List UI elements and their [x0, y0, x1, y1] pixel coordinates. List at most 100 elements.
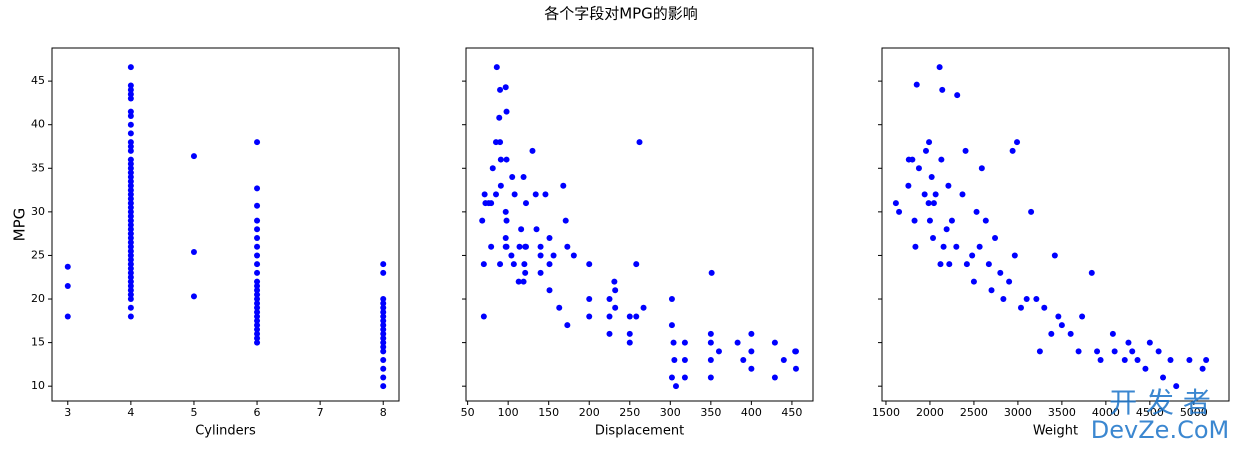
point: [254, 326, 261, 333]
point: [497, 86, 504, 93]
point: [1146, 339, 1153, 346]
point: [1167, 357, 1174, 364]
point: [969, 252, 976, 259]
point: [668, 296, 675, 303]
x-tick-label: 350: [700, 406, 721, 419]
point: [976, 243, 983, 250]
point: [254, 261, 261, 268]
point: [127, 252, 134, 259]
point: [670, 339, 677, 346]
point: [380, 300, 387, 307]
point: [516, 243, 523, 250]
point: [636, 139, 643, 146]
point: [707, 357, 714, 364]
point: [626, 339, 633, 346]
point: [380, 335, 387, 342]
point: [254, 339, 261, 346]
point: [380, 348, 387, 355]
point: [127, 282, 134, 289]
point: [127, 91, 134, 98]
point: [1097, 357, 1104, 364]
point: [748, 365, 755, 372]
point: [127, 239, 134, 246]
point: [503, 243, 510, 250]
point: [380, 330, 387, 337]
point: [1023, 296, 1030, 303]
point: [254, 235, 261, 242]
point: [1129, 348, 1136, 355]
point: [254, 226, 261, 233]
point: [672, 383, 679, 390]
point: [127, 235, 134, 242]
point: [1094, 348, 1101, 355]
point: [1051, 252, 1058, 259]
point: [1000, 296, 1007, 303]
x-tick-label: 450: [781, 406, 802, 419]
axes-frame: [881, 47, 1230, 402]
point: [953, 243, 960, 250]
point: [380, 296, 387, 303]
point: [1134, 357, 1141, 364]
point: [892, 200, 899, 207]
point: [127, 64, 134, 71]
point: [1011, 252, 1018, 259]
point: [380, 317, 387, 324]
point: [127, 204, 134, 211]
point: [922, 147, 929, 154]
point: [481, 191, 488, 198]
point: [948, 217, 955, 224]
point: [1067, 330, 1074, 337]
point: [560, 182, 567, 189]
y-tick-label: 25: [31, 248, 45, 261]
point: [502, 235, 509, 242]
point: [515, 278, 522, 285]
point: [1017, 304, 1024, 311]
point: [997, 269, 1004, 276]
point: [715, 348, 722, 355]
point: [380, 261, 387, 268]
x-axis-label: Weight: [1033, 424, 1078, 439]
point: [1006, 278, 1013, 285]
axes-frame: [465, 47, 814, 402]
point: [127, 169, 134, 176]
point: [127, 165, 134, 172]
point: [921, 191, 928, 198]
point: [707, 339, 714, 346]
x-tick-label: 400: [741, 406, 762, 419]
watermark: DevZe.CoM: [1091, 416, 1229, 444]
x-tick-label: 4500: [1136, 406, 1164, 419]
point: [127, 278, 134, 285]
point: [127, 256, 134, 263]
point: [492, 191, 499, 198]
point: [127, 265, 134, 272]
point: [792, 365, 799, 372]
point: [488, 243, 495, 250]
point: [511, 191, 518, 198]
point: [963, 261, 970, 268]
point: [522, 243, 529, 250]
point: [564, 322, 571, 329]
point: [1079, 313, 1086, 320]
point: [380, 304, 387, 311]
point: [533, 226, 540, 233]
point: [127, 208, 134, 215]
x-tick-label: 8: [380, 406, 387, 419]
point: [748, 330, 755, 337]
x-tick-label: 3500: [1048, 406, 1076, 419]
point: [1088, 269, 1095, 276]
axes-frame: [51, 47, 400, 402]
point: [1041, 304, 1048, 311]
point: [497, 182, 504, 189]
y-tick-label: 40: [31, 118, 45, 131]
point: [912, 243, 919, 250]
point: [1075, 348, 1082, 355]
x-tick-label: 100: [498, 406, 519, 419]
point: [497, 139, 504, 146]
point: [497, 261, 504, 268]
point: [626, 313, 633, 320]
x-tick-label: 4: [127, 406, 134, 419]
point: [1125, 339, 1132, 346]
point: [943, 226, 950, 233]
point: [668, 374, 675, 381]
point: [380, 343, 387, 350]
